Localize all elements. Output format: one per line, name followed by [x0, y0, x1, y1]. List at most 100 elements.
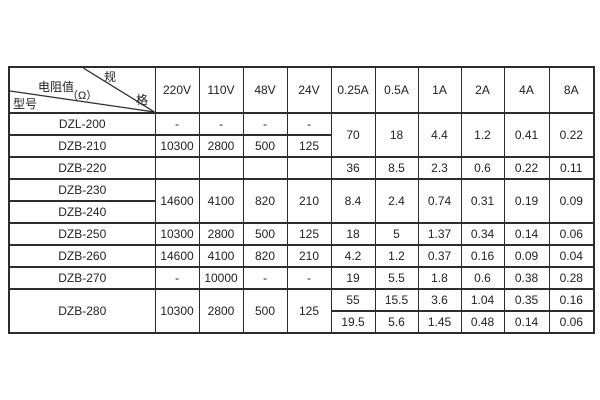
col-header-8a: 8A: [548, 66, 595, 114]
value-cell: 1.37: [417, 222, 462, 246]
resistance-unit-label: （Ω）: [67, 90, 98, 102]
value-cell: 0.6: [460, 156, 505, 180]
row-dzb-210: DZB-210 10300 2800 500 125: [8, 134, 594, 158]
value-cell: 4100: [198, 244, 244, 268]
value-cell: 0.38: [503, 266, 550, 290]
value-cell: 15.5: [374, 288, 419, 312]
value-cell: 0.11: [548, 156, 595, 180]
col-header-1a: 1A: [417, 66, 462, 114]
col-header-2a: 2A: [460, 66, 505, 114]
value-cell: 125: [286, 134, 332, 158]
value-cell: 55: [330, 288, 376, 312]
value-cell: 8.4: [330, 178, 376, 224]
value-cell: 0.19: [503, 178, 550, 224]
model-cell: DZB-250: [8, 222, 156, 246]
value-cell: [242, 156, 288, 180]
value-cell: 18: [330, 222, 376, 246]
col-header-24v: 24V: [286, 66, 332, 114]
value-cell: 4.4: [417, 112, 462, 158]
value-cell: 0.22: [503, 156, 550, 180]
value-cell: -: [286, 112, 332, 136]
row-dzb-230: DZB-230 14600 4100 820 210 8.4 2.4 0.74 …: [8, 178, 595, 224]
row-dzb-270: DZB-270 - 10000 - - 19 5.5 1.8 0.6 0.38 …: [8, 266, 595, 290]
value-cell: 4100: [198, 178, 244, 224]
value-cell: 1.8: [417, 266, 462, 290]
model-cell: DZB-220: [8, 156, 156, 180]
value-cell: -: [286, 266, 332, 290]
value-cell: 0.09: [548, 178, 595, 224]
value-cell: 5.5: [374, 266, 419, 290]
row-dzl-200: DZL-200 - - - - 70 18 4.4 1.2 0.41 0.22: [8, 112, 595, 158]
value-cell: 10300: [154, 222, 200, 246]
value-cell: 820: [242, 244, 288, 268]
diagonal-lines: [10, 69, 154, 111]
value-cell: 10300: [154, 288, 200, 334]
value-cell: 1.2: [374, 244, 419, 268]
col-header-0-25a: 0.25A: [330, 66, 376, 114]
value-cell: 0.14: [503, 310, 550, 334]
value-cell: 0.48: [460, 310, 505, 334]
row-dzb-260: DZB-260 14600 4100 820 210 4.2 1.2 0.37 …: [8, 244, 595, 268]
spec-label-top: 规: [104, 70, 117, 84]
value-cell: -: [154, 266, 200, 290]
value-cell: -: [242, 112, 288, 136]
col-header-220v: 220V: [154, 66, 200, 114]
value-cell: 0.06: [548, 310, 595, 334]
value-cell: 70: [330, 112, 376, 158]
value-cell: 2800: [198, 134, 244, 158]
value-cell: 2.3: [417, 156, 462, 180]
value-cell: 0.34: [460, 222, 505, 246]
model-cell: DZL-200: [8, 112, 156, 136]
diagonal-corner-cell: 规 电阻值 （Ω） 格 型号: [8, 66, 156, 114]
value-cell: 3.6: [417, 288, 462, 312]
value-cell: 2800: [198, 288, 244, 334]
col-header-4a: 4A: [503, 66, 550, 114]
row-dzb-250: DZB-250 10300 2800 500 125 18 5 1.37 0.3…: [8, 222, 595, 246]
model-cell: DZB-260: [8, 244, 156, 268]
relay-resistance-spec-table: 规 电阻值 （Ω） 格 型号 220V 110V 48V 24V 0.25A 0…: [8, 66, 595, 334]
model-cell: DZB-230: [8, 178, 156, 202]
value-cell: 4.2: [330, 244, 376, 268]
value-cell: 2.4: [374, 178, 419, 224]
value-cell: 2800: [198, 222, 244, 246]
value-cell: 0.41: [503, 112, 550, 158]
value-cell: 500: [242, 134, 288, 158]
col-header-110v: 110V: [198, 66, 244, 114]
value-cell: 0.74: [417, 178, 462, 224]
row-dzb-280-sub: 19.5 5.6 1.45 0.48 0.14 0.06: [9, 310, 595, 334]
value-cell: 10300: [154, 134, 200, 158]
model-cell: DZB-270: [8, 266, 156, 290]
value-cell: 0.16: [548, 288, 595, 312]
col-header-0-5a: 0.5A: [374, 66, 419, 114]
value-cell: 19.5: [330, 310, 376, 334]
value-cell: 8.5: [374, 156, 419, 180]
value-cell: 14600: [154, 244, 200, 268]
value-cell: -: [198, 112, 244, 136]
value-cell: 820: [242, 178, 288, 224]
value-cell: 125: [286, 222, 332, 246]
value-cell: 125: [286, 288, 332, 334]
value-cell: 5: [374, 222, 419, 246]
model-cell: DZB-280: [8, 288, 156, 334]
value-cell: 0.28: [548, 266, 595, 290]
value-cell: 14600: [154, 178, 200, 224]
value-cell: [198, 156, 244, 180]
value-cell: 0.6: [460, 266, 505, 290]
value-cell: 0.37: [417, 244, 462, 268]
value-cell: [286, 156, 332, 180]
value-cell: 1.04: [460, 288, 505, 312]
value-cell: 19: [330, 266, 376, 290]
value-cell: 0.09: [503, 244, 550, 268]
header-row: 规 电阻值 （Ω） 格 型号 220V 110V 48V 24V 0.25A 0…: [8, 66, 595, 114]
value-cell: 210: [286, 244, 332, 268]
value-cell: 0.35: [503, 288, 550, 312]
value-cell: 0.06: [548, 222, 595, 246]
value-cell: -: [154, 112, 200, 136]
spec-label-bottom: 格: [136, 93, 149, 107]
value-cell: 0.22: [548, 112, 595, 158]
value-cell: 5.6: [374, 310, 419, 334]
row-dzb-240: DZB-240: [8, 200, 594, 224]
value-cell: 500: [242, 288, 288, 334]
value-cell: 210: [286, 178, 332, 224]
